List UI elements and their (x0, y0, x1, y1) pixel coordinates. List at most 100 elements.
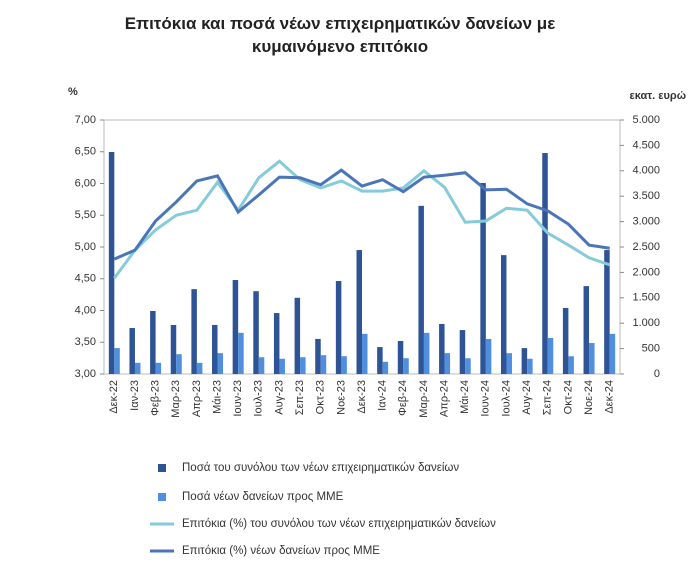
bar (335, 281, 342, 374)
bar (562, 307, 569, 374)
bar (506, 353, 512, 374)
x-tick-label: Οκτ-23 (315, 380, 327, 414)
x-tick-label: Μάι-23 (211, 380, 223, 414)
bar (300, 357, 306, 374)
y2-tick-label: 3.500 (632, 190, 660, 202)
legend-label: Ποσά νέων δανείων προς ΜΜΕ (182, 491, 344, 503)
bar (459, 330, 466, 374)
x-tick-label: Ιαν-24 (377, 380, 389, 411)
bar (583, 286, 590, 374)
x-tick-label: Ιουλ-24 (500, 380, 512, 417)
bar (589, 343, 595, 374)
bar (150, 311, 156, 374)
y2-tick-label: 3.000 (632, 216, 660, 228)
x-tick-label: Δεκ-22 (108, 380, 120, 414)
y-tick-label: 6,00 (75, 177, 96, 189)
x-tick-label: Μαρ-24 (418, 380, 430, 418)
legend-label: Επιτόκια (%) του συνόλου των νέων επιχει… (182, 518, 496, 530)
bar (176, 354, 182, 374)
bar (114, 348, 120, 374)
y2-tick-label: 4.500 (632, 139, 660, 151)
bar (108, 152, 115, 374)
x-tick-label: Αυγ-24 (521, 380, 533, 415)
bar (294, 297, 301, 374)
x-tick-label: Φεβ-23 (150, 380, 162, 416)
bar (500, 255, 507, 374)
bar (397, 340, 404, 374)
y2-axis-label: εκατ. ευρώ (630, 90, 687, 102)
legend-label: Ποσά του συνόλου των νέων επιχειρηματικώ… (182, 462, 459, 474)
bar (542, 153, 548, 374)
y2-tick-label: 0 (654, 368, 660, 380)
bar (320, 355, 327, 374)
bar (609, 333, 616, 374)
x-tick-label: Μάι-24 (459, 380, 471, 414)
x-tick-label: Απρ-23 (191, 380, 203, 417)
bar (356, 250, 362, 374)
x-tick-label: Ιουλ-23 (253, 380, 265, 417)
y2-tick-label: 4.000 (632, 165, 660, 177)
bar (279, 358, 285, 374)
y2-tick-label: 1.000 (632, 317, 660, 329)
x-tick-label: Αυγ-23 (273, 380, 285, 415)
bar (341, 356, 347, 374)
chart-title: Επιτόκια και ποσά νέων επιχειρηματικών δ… (124, 14, 556, 56)
x-tick-label: Απρ-24 (438, 380, 450, 417)
bar (273, 313, 280, 374)
bar (155, 362, 162, 374)
x-tick-label: Δεκ-23 (356, 380, 368, 414)
x-tick-label: Οκτ-24 (562, 380, 574, 414)
bar (444, 353, 451, 374)
x-tick-label: Ιουν-24 (480, 380, 492, 417)
y-tick-label: 6,50 (75, 146, 96, 158)
y2-tick-label: 2.000 (632, 266, 660, 278)
bar (382, 361, 389, 374)
x-tick-label: Δεκ-24 (604, 380, 616, 414)
line-series (113, 159, 611, 280)
bar (191, 289, 197, 374)
bar (547, 337, 554, 374)
bar (196, 362, 203, 374)
bar (217, 353, 224, 374)
bar (604, 250, 610, 374)
bar (258, 357, 265, 374)
bar (212, 324, 218, 374)
line-series (113, 168, 610, 261)
bar (485, 338, 492, 374)
y-tick-label: 5,50 (75, 209, 96, 221)
x-tick-label: Νοε-23 (335, 380, 347, 415)
y2-tick-label: 500 (642, 343, 660, 355)
legend-swatch (158, 464, 166, 472)
x-tick-label: Φεβ-24 (397, 380, 409, 416)
bar (134, 362, 141, 374)
bar (439, 323, 445, 374)
y-tick-label: 4,50 (75, 273, 96, 285)
x-tick-label: Σεπ-24 (542, 380, 554, 415)
bar (170, 324, 177, 374)
x-tick-label: Μαρ-23 (170, 380, 182, 418)
y2-tick-label: 1.500 (632, 292, 660, 304)
bar (377, 347, 383, 374)
legend-label: Επιτόκια (%) νέων δανείων προς ΜΜΕ (182, 545, 380, 557)
y-tick-label: 3,50 (75, 336, 96, 348)
bar (232, 280, 239, 374)
bar (403, 358, 409, 374)
bar (253, 291, 259, 374)
y-tick-label: 7,00 (75, 114, 96, 126)
bar (465, 358, 471, 374)
bar (568, 356, 574, 374)
bar (315, 338, 321, 374)
bar (418, 205, 424, 374)
bar (129, 328, 135, 374)
y-tick-label: 5,00 (75, 241, 96, 253)
bar (527, 358, 533, 374)
bar (480, 182, 486, 374)
y-axis-label: % (68, 86, 78, 98)
bar (362, 333, 368, 374)
bar (521, 348, 528, 374)
y2-tick-label: 5.000 (632, 114, 660, 126)
legend-swatch (158, 493, 166, 501)
y-tick-label: 3,00 (75, 368, 96, 380)
